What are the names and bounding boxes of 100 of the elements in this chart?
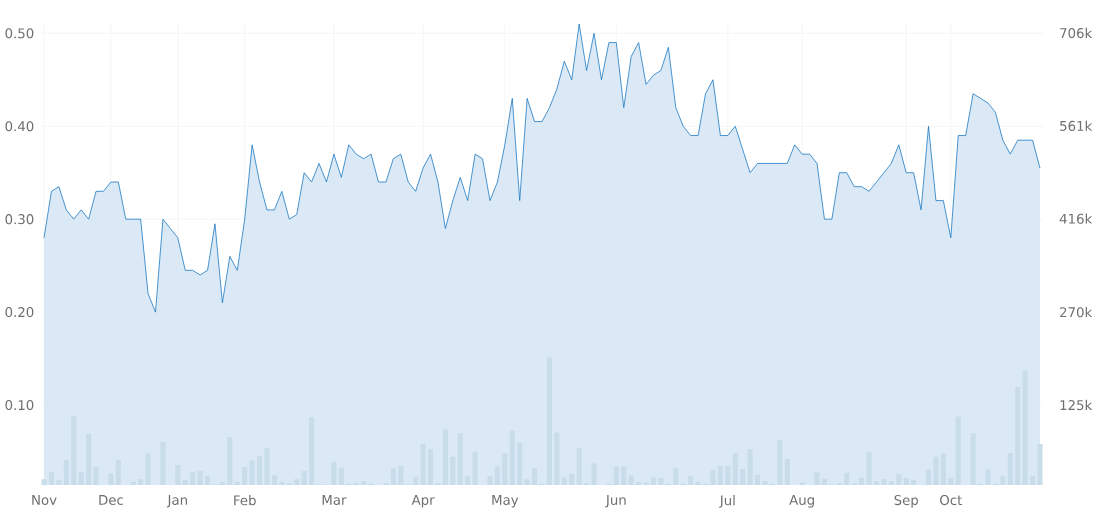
bar [576, 447, 582, 485]
bar [710, 469, 716, 485]
bar [182, 479, 188, 485]
bar [762, 481, 768, 485]
bar [1022, 370, 1028, 485]
bar [271, 475, 277, 485]
bar [546, 357, 552, 485]
bar [219, 481, 225, 485]
bar [487, 476, 493, 485]
bar [717, 465, 723, 485]
bar [591, 463, 597, 485]
bar [911, 479, 917, 485]
bar [747, 449, 753, 485]
bar [613, 466, 619, 485]
bar [264, 447, 270, 485]
bar [933, 456, 939, 485]
bar [777, 440, 783, 485]
bar [331, 461, 337, 485]
bar [145, 453, 151, 485]
bar [888, 481, 894, 485]
bar [554, 432, 560, 485]
bar [866, 452, 872, 485]
bar [621, 466, 627, 485]
bar [569, 474, 575, 485]
bar [821, 478, 827, 485]
bar [413, 476, 419, 485]
bar [242, 467, 248, 485]
bar [1015, 387, 1021, 485]
bar [301, 470, 307, 485]
bar [517, 442, 523, 485]
bar [948, 477, 954, 485]
bar [390, 468, 396, 485]
bar [955, 416, 961, 485]
bar [881, 479, 887, 485]
bar [197, 470, 203, 485]
bar [688, 476, 694, 485]
bar [234, 481, 240, 485]
bar [93, 467, 99, 485]
y-tick-label: 0.40 [5, 121, 34, 132]
bar [249, 460, 255, 485]
y2-tick-label: 125k [1060, 399, 1093, 411]
bar [160, 442, 166, 485]
bar [940, 453, 946, 485]
bar [636, 481, 642, 485]
bar [799, 482, 805, 485]
bar [561, 477, 567, 485]
bar [658, 477, 664, 485]
bar [361, 481, 367, 485]
bar [48, 472, 54, 485]
bar [970, 433, 976, 485]
bar [1030, 476, 1036, 485]
bar [903, 477, 909, 485]
bar [814, 472, 820, 485]
bar [115, 460, 121, 485]
bar [56, 479, 62, 485]
y-tick-label: 0.20 [5, 307, 34, 318]
bar [130, 481, 136, 485]
bar [628, 475, 634, 485]
x-tick-label: Jul [719, 495, 735, 508]
bar [472, 451, 478, 485]
bar [450, 456, 456, 485]
bar [190, 472, 196, 485]
y2-tick-label: 270k [1060, 306, 1093, 318]
x-tick-label: Oct [940, 495, 963, 506]
bar [925, 469, 932, 485]
bar [509, 430, 515, 485]
bar [108, 473, 114, 485]
bar [41, 479, 47, 485]
bar [338, 467, 344, 485]
bar [442, 429, 448, 485]
x-tick-label: Feb [234, 495, 256, 506]
y2-tick-label: 416k [1059, 213, 1093, 224]
bar [755, 474, 761, 485]
bar [175, 465, 181, 485]
bar [86, 433, 92, 485]
x-tick-label: Jun [605, 495, 626, 508]
bar [420, 444, 426, 485]
bar [725, 465, 731, 485]
bar [844, 472, 850, 485]
y2-tick-label: 561k [1060, 120, 1093, 131]
bar [673, 467, 679, 485]
bar [205, 476, 211, 485]
bar [257, 456, 263, 485]
y-tick-label: 0.10 [5, 400, 34, 411]
bar [227, 436, 233, 485]
bar [494, 466, 500, 485]
bar [294, 479, 300, 485]
bar [859, 477, 865, 485]
bar [524, 479, 530, 485]
bar [138, 479, 144, 485]
x-tick-label: May [492, 495, 519, 508]
bar [740, 468, 746, 485]
x-tick-label: Mar [322, 495, 347, 505]
bar [279, 481, 285, 485]
x-tick-label: Aug [789, 495, 814, 508]
bar [650, 477, 657, 485]
bar [896, 474, 902, 485]
bar [457, 433, 463, 485]
bar [985, 469, 991, 485]
bar [1000, 476, 1006, 485]
